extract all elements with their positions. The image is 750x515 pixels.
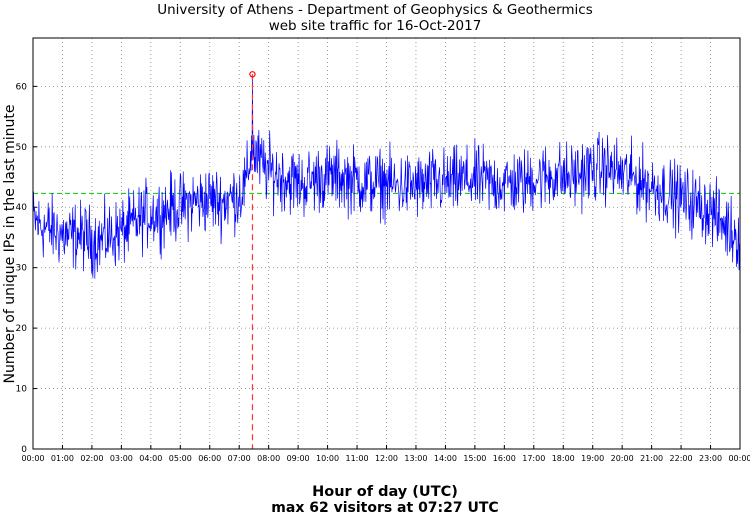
max-point-marker [249,71,256,78]
x-tick-label: 04:00 [139,454,162,463]
x-tick-label: 15:00 [463,454,486,463]
series-layer [32,71,741,449]
x-tick-label: 00:00 [21,454,44,463]
x-tick-label: 11:00 [346,454,369,463]
x-tick-label: 21:00 [640,454,663,463]
x-tick-label: 03:00 [110,454,133,463]
max-visitors-note: max 62 visitors at 07:27 UTC [271,500,498,515]
chart-title: University of Athens - Department of Geo… [157,2,593,18]
x-tick-label: 22:00 [670,454,693,463]
y-tick-label: 40 [16,203,28,213]
x-tick-label: 19:00 [581,454,604,463]
y-tick-label: 60 [16,82,28,92]
x-tick-label: 16:00 [493,454,516,463]
x-tick-label: 06:00 [198,454,221,463]
x-tick-label: 05:00 [169,454,192,463]
y-tick-label: 20 [16,324,28,334]
x-tick-label: 09:00 [287,454,310,463]
y-tick-label: 50 [16,143,28,153]
axis-ticks: 00:00 01:00 02:00 03:00 04:00 05:00 06:00 07:00… [16,82,750,463]
y-tick-label: 10 [16,385,28,395]
plot-frame [32,37,741,450]
y-axis-label: Number of unique IPs in the last minute [2,105,18,384]
x-tick-label: 14:00 [434,454,457,463]
traffic-series-line [32,74,741,279]
x-tick-label: 00:00 [728,454,750,463]
x-tick-label: 17:00 [522,454,545,463]
chart-subtitle: web site traffic for 16-Oct-2017 [269,18,482,34]
x-tick-label: 18:00 [552,454,575,463]
y-tick-label: 30 [16,264,28,274]
x-tick-label: 02:00 [80,454,103,463]
x-tick-label: 20:00 [611,454,634,463]
x-tick-label: 23:00 [699,454,722,463]
x-tick-label: 10:00 [316,454,339,463]
x-tick-label: 13:00 [404,454,427,463]
x-tick-label: 01:00 [51,454,74,463]
y-tick-label: 0 [21,445,27,455]
x-tick-label: 07:00 [228,454,251,463]
grid [33,38,740,449]
x-axis-label: Hour of day (UTC) [312,484,458,500]
x-tick-label: 08:00 [257,454,280,463]
x-tick-label: 12:00 [375,454,398,463]
